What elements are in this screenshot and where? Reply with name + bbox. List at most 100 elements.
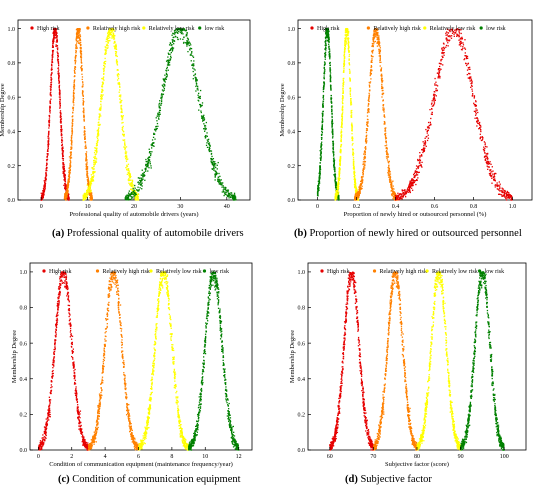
data-point: [72, 89, 75, 92]
data-point: [171, 34, 173, 36]
y-axis-label: Membership Degree: [0, 83, 6, 136]
data-point: [53, 32, 56, 34]
data-point: [332, 130, 334, 132]
data-point: [71, 131, 74, 133]
data-point: [382, 109, 384, 111]
data-point: [331, 108, 333, 111]
data-point: [333, 166, 335, 169]
data-point: [130, 182, 132, 184]
data-point: [99, 123, 101, 126]
data-point: [96, 130, 98, 132]
data-point: [380, 68, 382, 71]
data-point: [321, 131, 324, 134]
data-point: [58, 85, 60, 88]
data-point: [370, 55, 373, 57]
data-point: [339, 162, 341, 164]
data-point: [125, 195, 127, 197]
data-point: [53, 29, 56, 31]
data-point: [141, 178, 143, 180]
data-point: [204, 137, 207, 139]
data-point: [321, 141, 323, 143]
data-point: [101, 97, 103, 99]
data-point: [52, 38, 55, 40]
data-point: [152, 142, 154, 144]
data-point: [388, 164, 390, 166]
data-point: [45, 169, 48, 172]
data-point: [195, 80, 197, 82]
data-point: [354, 185, 356, 187]
data-point: [320, 127, 323, 129]
data-point: [189, 49, 191, 51]
data-point: [366, 129, 369, 131]
data-point: [43, 189, 46, 191]
data-point: [232, 198, 235, 201]
data-point: [142, 178, 144, 180]
data-point: [201, 117, 203, 119]
data-point: [210, 161, 213, 164]
data-point: [81, 92, 84, 95]
data-point: [90, 179, 93, 181]
data-point: [348, 58, 350, 61]
data-point: [342, 85, 344, 88]
data-point: [71, 132, 73, 134]
data-point: [379, 45, 381, 47]
data-point: [163, 83, 165, 85]
data-point: [214, 173, 216, 176]
data-point: [60, 133, 63, 135]
data-point: [51, 50, 54, 52]
data-point: [323, 83, 325, 85]
data-point: [115, 52, 117, 54]
data-point: [42, 190, 44, 192]
data-point: [51, 46, 54, 48]
data-point: [362, 168, 364, 170]
data-point: [121, 122, 123, 124]
data-point: [180, 29, 182, 31]
data-point: [376, 45, 379, 47]
data-point: [54, 37, 56, 39]
data-point: [66, 196, 69, 198]
data-point: [317, 180, 320, 183]
data-point: [86, 167, 89, 169]
data-point: [338, 170, 341, 173]
data-point: [89, 190, 91, 192]
data-point: [340, 146, 342, 148]
data-point: [393, 199, 396, 201]
data-point: [348, 51, 350, 54]
data-point: [151, 147, 153, 149]
data-point: [193, 74, 195, 77]
data-point: [351, 124, 353, 127]
data-point: [381, 75, 383, 77]
data-point: [80, 67, 82, 69]
data-point: [346, 30, 349, 32]
data-point: [125, 155, 127, 157]
data-point: [323, 82, 325, 85]
series-relatively-low-risk: [82, 28, 140, 201]
data-point: [322, 114, 324, 116]
data-point: [383, 114, 386, 116]
data-point: [387, 174, 390, 176]
data-point: [84, 142, 87, 144]
data-point: [84, 127, 86, 130]
data-point: [45, 165, 48, 167]
legend: High risk Relatively high risk Relatively …: [30, 26, 224, 32]
data-point: [175, 32, 177, 34]
data-point: [84, 141, 86, 143]
data-point: [57, 62, 59, 64]
data-point: [185, 35, 187, 37]
data-point: [233, 197, 236, 200]
data-point: [381, 85, 383, 87]
data-point: [153, 133, 156, 135]
x-axis-label: Professional quality of automobile drive…: [69, 211, 198, 218]
data-point: [138, 190, 140, 192]
data-point: [344, 44, 347, 46]
data-point: [79, 34, 81, 37]
data-point: [79, 47, 82, 49]
data-point: [109, 34, 111, 36]
data-point: [64, 183, 66, 185]
data-point: [392, 196, 394, 198]
series-relatively-high-risk: [353, 28, 399, 201]
data-point: [370, 66, 373, 68]
data-point: [58, 84, 61, 86]
data-point: [132, 190, 135, 193]
data-point: [195, 85, 197, 88]
